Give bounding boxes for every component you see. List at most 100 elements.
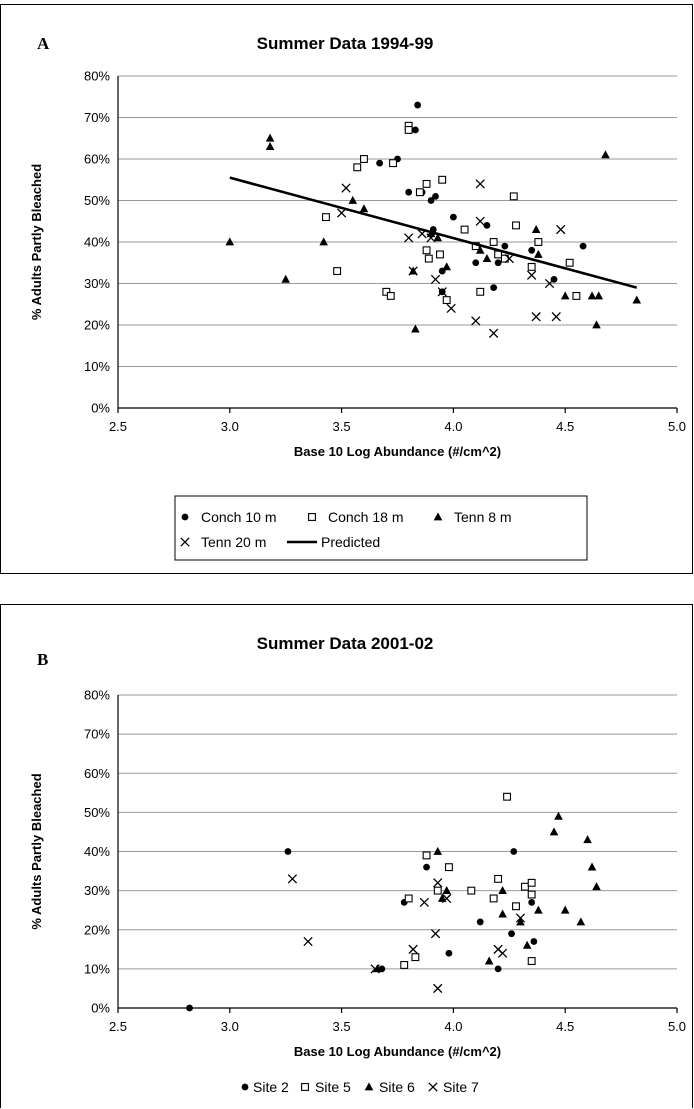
- chart-0-data-point: [592, 320, 601, 329]
- chart-0-data-point: [436, 250, 444, 259]
- chart-0-data-point: [450, 213, 457, 221]
- chart-1-title: Summer Data 2001-02: [257, 634, 434, 653]
- chart-0-legend-label: Tenn 8 m: [454, 509, 512, 525]
- chart-0-data-point: [475, 245, 485, 254]
- chart-1-data-point: [442, 893, 452, 904]
- chart-1-x-tick-label: 4.5: [556, 1019, 574, 1034]
- chart-1-data-point: [498, 886, 507, 895]
- chart-0-data-point: [360, 155, 368, 163]
- chart-0-data-point: [389, 159, 397, 168]
- chart-0-data-point: [565, 258, 574, 267]
- chart-1-y-axis-label: % Adults Partly Bleached: [29, 773, 44, 929]
- chart-0-title: Summer Data 1994-99: [257, 34, 434, 53]
- chart-1-data-point: [503, 792, 512, 801]
- chart-1-x-tick-label: 5.0: [668, 1019, 686, 1034]
- chart-0-legend-marker-shape: [181, 513, 189, 521]
- chart-0-data-point: [405, 188, 413, 196]
- chart-0-data-point: [432, 192, 439, 200]
- chart-0-data-point: [319, 237, 329, 246]
- chart-1-series-3: [287, 874, 526, 994]
- chart-b-svg: B Summer Data 2001-02 0% 10% 20% 30% 40% 50% 60%…: [29, 634, 686, 1095]
- chart-0-data-point: [544, 278, 555, 289]
- chart-1-y-tick-label: 50%: [84, 805, 110, 820]
- chart-0-data-point: [424, 254, 433, 263]
- chart-1-data-point: [587, 862, 597, 871]
- chart-1-legend-marker: [428, 1082, 438, 1092]
- chart-1-data-point: [530, 938, 538, 945]
- chart-1-data-point: [554, 811, 563, 820]
- chart-0-y-tick-label: 20%: [84, 318, 110, 333]
- chart-0-data-point: [414, 101, 422, 109]
- chart-1-legend-marker-shape: [364, 1082, 374, 1091]
- chart-0-data-point: [509, 192, 518, 201]
- chart-1-data-point: [437, 893, 447, 902]
- chart-0-data-point: [426, 233, 436, 243]
- chart-0-series-4: [229, 176, 638, 289]
- chart-0-data-point: [411, 126, 419, 134]
- chart-0-data-point: [382, 287, 391, 296]
- chart-1-series-1: [400, 792, 536, 969]
- chart-0-series-1: [321, 121, 581, 305]
- chart-1-data-point: [489, 894, 498, 903]
- chart-1-data-point: [467, 886, 476, 895]
- chart-0-x-tick-label: 3.0: [221, 419, 239, 434]
- chart-1-legend-marker-shape: [428, 1082, 438, 1092]
- chart-1-data-point: [445, 949, 453, 957]
- chart-0-data-point: [404, 126, 413, 134]
- chart-1-data-point: [442, 886, 451, 895]
- chart-0-data-point: [528, 246, 536, 254]
- chart-0-y-tick-label: 10%: [84, 359, 110, 374]
- chart-0-data-point: [476, 287, 485, 296]
- chart-0-data-point: [438, 175, 447, 184]
- chart-0-data-point: [386, 291, 395, 300]
- chart-0-legend-marker: [308, 513, 316, 521]
- chart-1-data-point: [549, 827, 559, 836]
- chart-0-legend-marker-shape: [433, 512, 443, 521]
- chart-1-legend-marker-shape: [301, 1083, 309, 1091]
- chart-0-x-tick-label: 4.5: [556, 419, 574, 434]
- chart-0-legend-label: Predicted: [321, 534, 380, 550]
- chart-0-legend-marker: [433, 512, 443, 521]
- chart-0-data-point: [632, 295, 642, 304]
- chart-1-data-point: [400, 961, 409, 969]
- chart-1-data-point: [592, 882, 601, 891]
- chart-1-x-tick-label: 3.0: [221, 1019, 239, 1034]
- chart-0-data-point: [408, 266, 418, 276]
- chart-1-y-tick-label: 60%: [84, 766, 110, 781]
- chart-1-data-point: [521, 882, 529, 891]
- chart-1-data-point: [528, 898, 536, 906]
- chart-1-data-point: [186, 1004, 193, 1012]
- chart-1-data-point: [373, 964, 382, 973]
- chart-1-data-point: [527, 878, 536, 887]
- chart-1-data-point: [422, 851, 431, 860]
- chart-0-data-point: [433, 233, 443, 242]
- chart-1-data-point: [560, 905, 570, 914]
- chart-1-y-tick-label: 40%: [84, 844, 110, 859]
- chart-1-y-tick-label: 30%: [84, 883, 110, 898]
- chart-0-y-tick-label: 40%: [84, 235, 110, 250]
- chart-0-data-point: [594, 291, 604, 300]
- chart-0-data-point: [321, 213, 330, 222]
- chart-1-y-tick-label: 80%: [84, 688, 110, 703]
- chart-1-data-point: [404, 894, 413, 903]
- chart-1-data-point: [287, 874, 298, 884]
- chart-0-data-point: [265, 133, 275, 142]
- chart-0-y-tick-label: 70%: [84, 110, 110, 125]
- chart-1-data-point: [423, 863, 430, 871]
- chart-0-data-point: [527, 270, 537, 280]
- chart-1-data-point: [515, 913, 526, 923]
- chart-panel-b: B Summer Data 2001-02 0% 10% 20% 30% 40% 50% 60%…: [0, 604, 693, 1108]
- chart-0-data-point: [572, 291, 581, 300]
- chart-0-y-tick-label: 60%: [84, 152, 110, 167]
- chart-0-data-point: [442, 296, 451, 305]
- chart-0-data-point: [531, 224, 541, 233]
- chart-1-data-point: [527, 957, 536, 965]
- chart-0-data-point: [422, 179, 431, 188]
- chart-0-data-point: [471, 316, 481, 326]
- chart-1-y-tick-label: 0%: [91, 1001, 110, 1016]
- chart-0-data-point: [341, 183, 351, 193]
- chart-0-x-axis-label: Base 10 Log Abundance (#/cm^2): [294, 444, 501, 459]
- chart-0-data-point: [404, 233, 414, 243]
- chart-0-data-point: [488, 328, 499, 338]
- chart-1-legend-marker: [301, 1083, 309, 1091]
